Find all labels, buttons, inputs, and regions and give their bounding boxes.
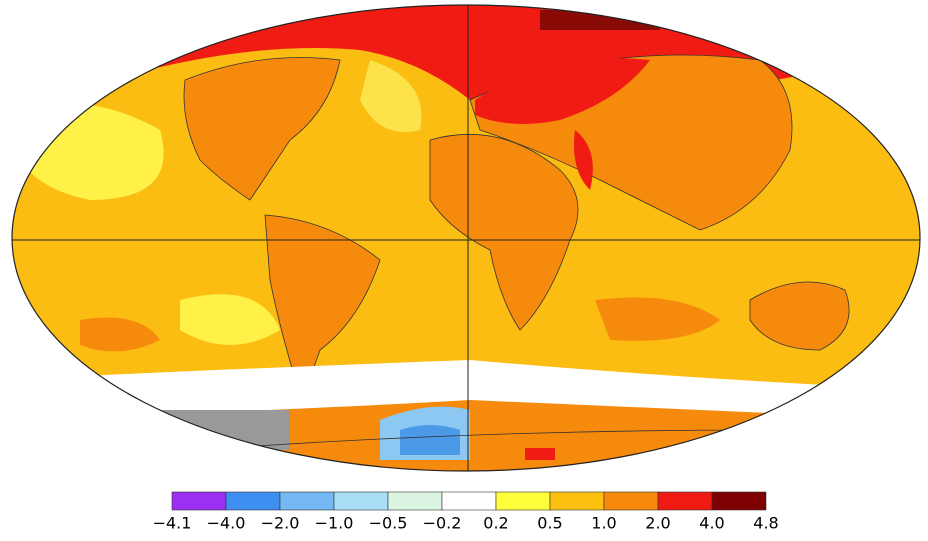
legend-tick-label: −4.0 <box>207 514 246 533</box>
legend-tick-label: −0.5 <box>369 514 408 533</box>
legend-tick-label: −1.0 <box>315 514 354 533</box>
legend-swatch <box>711 491 767 511</box>
legend-swatch <box>333 491 389 511</box>
legend-swatch <box>171 491 227 511</box>
legend-swatch <box>225 491 281 511</box>
legend-swatch <box>495 491 551 511</box>
map <box>12 5 920 471</box>
color-legend: −4.1 −4.0 −2.0 −1.0 −0.5 −0.2 0.2 0.5 1.0 2.0 4.0 4… <box>153 491 779 533</box>
legend-tick-label: 2.0 <box>645 514 670 533</box>
legend-swatch <box>387 491 443 511</box>
legend-tick-label: 4.0 <box>699 514 724 533</box>
map-outline <box>11 4 921 472</box>
legend-tick-label: −4.1 <box>153 514 192 533</box>
legend-tick-label: 0.2 <box>483 514 508 533</box>
legend-tick-label: −0.2 <box>423 514 462 533</box>
legend-swatch <box>279 491 335 511</box>
legend-swatch <box>549 491 605 511</box>
legend-swatch <box>441 491 497 511</box>
legend-swatch <box>657 491 713 511</box>
legend-tick-label: 1.0 <box>591 514 616 533</box>
legend-swatch <box>603 491 659 511</box>
legend-tick-label: 4.8 <box>753 514 778 533</box>
legend-tick-label: 0.5 <box>537 514 562 533</box>
legend-tick-label: −2.0 <box>261 514 300 533</box>
